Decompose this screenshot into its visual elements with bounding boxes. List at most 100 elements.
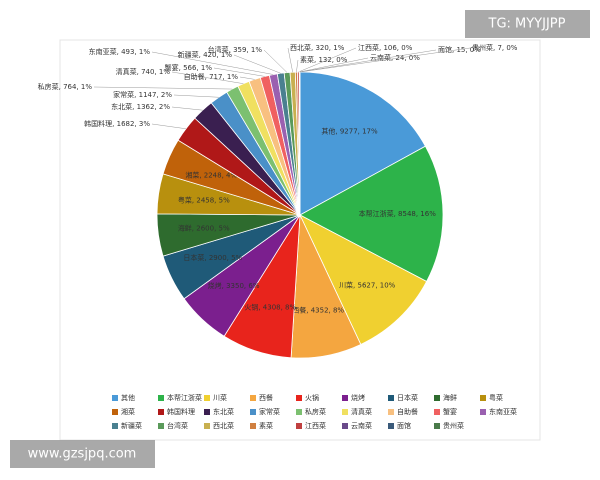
legend-label: 云南菜 — [351, 421, 372, 430]
legend-swatch — [342, 395, 348, 401]
legend-label: 火锅 — [305, 393, 319, 402]
watermark: TG: MYYJJPP — [488, 17, 566, 32]
leader-line — [287, 47, 293, 73]
legend-label: 台湾菜 — [167, 421, 188, 430]
leader-line — [233, 54, 281, 74]
legend-swatch — [158, 409, 164, 415]
legend-label: 清真菜 — [351, 407, 372, 416]
leader-line — [263, 49, 288, 73]
legend-label: 自助餐 — [397, 407, 418, 416]
data-label: 蟹宴, 566, 1% — [165, 63, 213, 72]
legend-swatch — [388, 395, 394, 401]
legend-label: 日本菜 — [397, 393, 418, 402]
leader-line — [299, 57, 369, 73]
leader-line — [239, 76, 255, 80]
legend-label: 其他 — [121, 393, 135, 402]
legend-swatch — [434, 409, 440, 415]
watermark-box — [465, 10, 590, 38]
legend-swatch — [158, 423, 164, 429]
legend-swatch — [112, 423, 118, 429]
legend-label: 湘菜 — [121, 407, 135, 416]
legend-label: 江西菜 — [305, 421, 326, 430]
legend-swatch — [342, 409, 348, 415]
legend-label: 烧烤 — [351, 393, 365, 402]
data-label: 贵州菜, 7, 0% — [472, 43, 518, 52]
watermark-box — [10, 440, 155, 468]
leader-line — [299, 47, 471, 73]
data-label: 韩国料理, 1682, 3% — [84, 119, 150, 128]
legend-swatch — [112, 409, 118, 415]
legend-label: 韩国料理 — [167, 407, 195, 416]
leader-line — [298, 47, 357, 73]
watermark: www.gzsjpq.com — [28, 447, 137, 462]
legend-swatch — [388, 409, 394, 415]
legend-swatch — [112, 395, 118, 401]
data-label: 江西菜, 106, 0% — [358, 43, 413, 52]
data-label: 西餐, 4352, 8% — [292, 306, 344, 315]
leader-line — [213, 67, 265, 77]
legend-label: 川菜 — [213, 393, 227, 402]
leader-line — [296, 59, 299, 73]
legend-swatch — [250, 423, 256, 429]
legend-label: 东北菜 — [213, 407, 234, 416]
data-label: 湘菜, 2248, 4% — [185, 170, 237, 179]
legend-swatch — [250, 409, 256, 415]
legend-label: 私房菜 — [305, 407, 326, 416]
legend-swatch — [296, 409, 302, 415]
legend-swatch — [204, 409, 210, 415]
leader-line — [173, 94, 219, 98]
legend-swatch — [296, 423, 302, 429]
pie-slice — [299, 214, 428, 345]
leader-line — [151, 123, 186, 130]
legend-label: 家常菜 — [259, 407, 280, 416]
data-label: 火锅, 4308, 8% — [244, 303, 296, 312]
legend-label: 贵州菜 — [443, 421, 464, 430]
legend-swatch — [480, 395, 486, 401]
leader-line — [299, 49, 437, 73]
legend-swatch — [480, 409, 486, 415]
legend-label: 新疆菜 — [121, 421, 142, 430]
legend-swatch — [434, 423, 440, 429]
data-label: 新疆菜, 420, 1% — [178, 50, 233, 59]
data-label: 其他, 9277, 17% — [321, 126, 378, 135]
data-label: 川菜, 5627, 10% — [339, 280, 396, 289]
data-label: 云南菜, 24, 0% — [370, 53, 420, 62]
data-label: 自助餐, 717, 1% — [184, 72, 239, 81]
leader-line — [171, 106, 203, 111]
leader-line — [171, 71, 244, 84]
pie-slice — [299, 145, 444, 283]
data-label: 私房菜, 764, 1% — [38, 82, 93, 91]
legend-label: 西北菜 — [213, 421, 234, 430]
legend-swatch — [296, 395, 302, 401]
data-label: 台湾菜, 359, 1% — [208, 45, 263, 54]
legend-label: 海鲜 — [443, 393, 457, 402]
legend-label: 面馆 — [397, 421, 411, 430]
data-label: 海鲜, 2600, 5% — [178, 224, 230, 233]
data-label: 日本菜, 2900, 5% — [183, 253, 242, 262]
data-label: 东南亚菜, 493, 1% — [89, 47, 151, 56]
legend-label: 素菜 — [259, 421, 273, 430]
legend-swatch — [342, 423, 348, 429]
legend-swatch — [250, 395, 256, 401]
legend-label: 粤菜 — [489, 393, 503, 402]
pie-slice — [299, 71, 426, 216]
legend-label: 蟹宴 — [443, 407, 457, 416]
legend-swatch — [204, 395, 210, 401]
data-label: 素菜, 132, 0% — [300, 55, 348, 64]
data-label: 清真菜, 740, 1% — [116, 67, 171, 76]
legend-swatch — [158, 395, 164, 401]
data-label: 烧烤, 3350, 6% — [208, 281, 260, 290]
data-label: 家常菜, 1147, 2% — [113, 90, 172, 99]
legend-label: 东南亚菜 — [489, 407, 517, 416]
legend-swatch — [388, 423, 394, 429]
data-label: 粤菜, 2458, 5% — [178, 195, 230, 204]
legend-swatch — [434, 395, 440, 401]
leader-line — [151, 51, 274, 75]
legend-swatch — [204, 423, 210, 429]
data-label: 西北菜, 320, 1% — [290, 43, 345, 52]
data-label: 东北菜, 1362, 2% — [111, 102, 170, 111]
data-label: 本帮江浙菜, 8548, 16% — [359, 209, 437, 218]
legend-label: 西餐 — [259, 393, 273, 402]
